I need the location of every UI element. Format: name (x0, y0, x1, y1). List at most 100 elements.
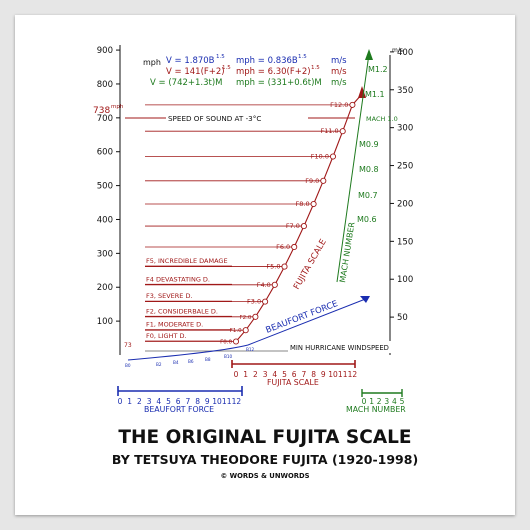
fujita-axis-tick-label: 6 (292, 370, 297, 379)
mach-axis-label: MACH NUMBER (346, 405, 406, 414)
beaufort-force-axis: 0 1 2 3 4 5 6 7 8 9 10 11 12 (117, 386, 243, 406)
mach-axis-tick-label: 2 (377, 397, 382, 406)
poster-credit: © WORDS & UNWORDS (220, 472, 309, 480)
damage-label: F2, CONSIDERBALE D. (146, 307, 218, 315)
sound-speed-label: SPEED OF SOUND AT -3°C (168, 114, 261, 123)
mach-labels: MACH 1.0 M0.9 M0.8 M0.7 M0.6 M1.1 M1.2 (357, 65, 398, 224)
beaufort-point-label: B8 (205, 357, 211, 362)
poster (15, 15, 515, 515)
formula-beaufort-unit: m/s (331, 56, 347, 66)
fujita-axis-tick-label: 0 (234, 370, 239, 379)
formula-mach-mph: mph = (331+0.6t)M (236, 78, 322, 88)
fujita-axis-tick-label: 11 (338, 370, 348, 379)
fujita-point (320, 177, 327, 184)
beaufort-arrowhead (360, 296, 370, 303)
mach-axis-tick-label: 3 (384, 397, 389, 406)
right-axis-tick-label: 300 (397, 124, 413, 134)
left-axis-tick-label: 700 (97, 114, 113, 124)
formula-row-mach: V = (742+1.3t)M mph = (331+0.6t)M m/s (150, 78, 347, 88)
fujita-point (300, 223, 307, 230)
left-axis-tick-label: 300 (97, 249, 113, 259)
hurricane-value: 73 (124, 342, 132, 349)
beaufort-axis-label: BEAUFORT FORCE (144, 405, 214, 414)
fujita-point-label: F2.0 (239, 315, 251, 321)
beaufort-point-label: B0 (125, 363, 131, 368)
formula-fujita-mph: mph = 6.30(F+2) (236, 67, 311, 77)
fujita-point (329, 153, 337, 160)
fujita-point-label: F12.0 (330, 101, 348, 109)
fujita-point (281, 263, 288, 270)
left-axis-tick-label: 100 (97, 317, 113, 327)
beaufort-axis-tick-label: 3 (147, 397, 152, 406)
fujita-point (349, 101, 356, 108)
beaufort-axis-tick-label: 12 (232, 397, 242, 406)
fujita-axis-tick-label: 1 (243, 370, 248, 379)
fujita-point-label: F4.0 (257, 281, 271, 289)
fujita-axis-tick-label: 4 (272, 370, 277, 379)
formula-mach-unit: m/s (331, 78, 347, 88)
poster-title: THE ORIGINAL FUJITA SCALE (118, 427, 411, 448)
mach-level-label: M0.8 (359, 165, 379, 174)
damage-label: F5, INCREDIBLE DAMAGE (146, 257, 228, 265)
formula-fujita-unit: m/s (331, 67, 347, 77)
beaufort-curve-label: BEAUFORT FORCE (264, 299, 339, 336)
fujita-point (291, 243, 298, 251)
beaufort-axis-tick-label: 5 (166, 397, 171, 406)
mach-level-label: M0.6 (357, 215, 377, 224)
beaufort-axis-tick-label: 11 (222, 397, 232, 406)
sound-speed-value: 738 (93, 106, 110, 116)
fujita-point-label: F11.0 (320, 127, 338, 135)
fujita-axis-tick-label: 8 (311, 370, 316, 379)
fujita-point-label: F8.0 (296, 200, 310, 208)
right-axis-tick-label: 150 (397, 237, 413, 247)
mach-level-label: M1.1 (365, 90, 385, 99)
fujita-point-label: F5.0 (266, 263, 280, 271)
fujita-point-label: F1.0 (230, 328, 242, 334)
damage-label: F3, SEVERE D. (146, 292, 193, 300)
right-axis-tick-label: 250 (397, 162, 413, 172)
mach-level-label: M1.2 (368, 65, 388, 74)
beaufort-axis-tick-label: 8 (195, 397, 200, 406)
poster-subtitle: BY TETSUYA THEODORE FUJITA (1920-1998) (112, 452, 418, 467)
right-axis-tick-label: 350 (397, 86, 413, 96)
left-axis-tick-label: 500 (97, 182, 113, 192)
mach-level-label: MACH 1.0 (366, 115, 398, 123)
left-axis-tick-label: 400 (97, 215, 113, 225)
formula-fujita-mph-exp: 1.5 (311, 65, 320, 71)
damage-bands: F0, LIGHT D. F1, MODERATE D. F2, CONSIDERB… (145, 257, 232, 342)
beaufort-point-label: B2 (156, 362, 162, 367)
left-axis-tick-label: 200 (97, 283, 113, 293)
left-axis-tick-label: 800 (97, 80, 113, 90)
fujita-curve-label: FUJITA SCALE (292, 238, 329, 292)
damage-label: F0, LIGHT D. (146, 332, 187, 340)
beaufort-axis-tick-label: 6 (176, 397, 181, 406)
sound-speed-label-bg (166, 111, 308, 123)
fujita-point-label: F7.0 (286, 222, 300, 230)
beaufort-axis-tick-label: 2 (137, 397, 142, 406)
formula-beaufort-v-exp: 1.5 (216, 54, 225, 60)
mach-level-label: M0.7 (358, 191, 378, 200)
mach-level-label: M0.9 (359, 140, 379, 149)
right-axis-tick-label: 100 (397, 275, 413, 285)
left-axis-unit: mph (143, 58, 161, 67)
formula-row-beaufort: V = 1.870B 1.5 mph = 0.836B 1.5 m/s (166, 54, 347, 66)
fujita-point (242, 327, 249, 334)
right-axis-tick-label: 400 (397, 48, 413, 58)
fujita-axis-tick-label: 2 (253, 370, 258, 379)
beaufort-axis-tick-label: 1 (127, 397, 132, 406)
mach-axis-tick-label: 5 (400, 397, 405, 406)
right-axis-tick-label: 200 (397, 199, 413, 209)
damage-label: F1, MODERATE D. (146, 321, 203, 329)
beaufort-curve (127, 297, 369, 361)
fujita-axis-tick-label: 9 (321, 370, 326, 379)
fujita-axis-tick-label: 10 (328, 370, 338, 379)
mach-axis-tick-label: 0 (362, 397, 367, 406)
sound-speed-unit: mph (111, 104, 124, 110)
fujita-point (271, 281, 278, 288)
fujita-axis-tick-label: 3 (263, 370, 268, 379)
fujita-point-label: F10.0 (311, 153, 329, 161)
fujita-axis-tick-label: 12 (348, 370, 358, 379)
beaufort-axis-tick-label: 4 (156, 397, 161, 406)
left-axis-tick-label: 900 (97, 46, 113, 56)
